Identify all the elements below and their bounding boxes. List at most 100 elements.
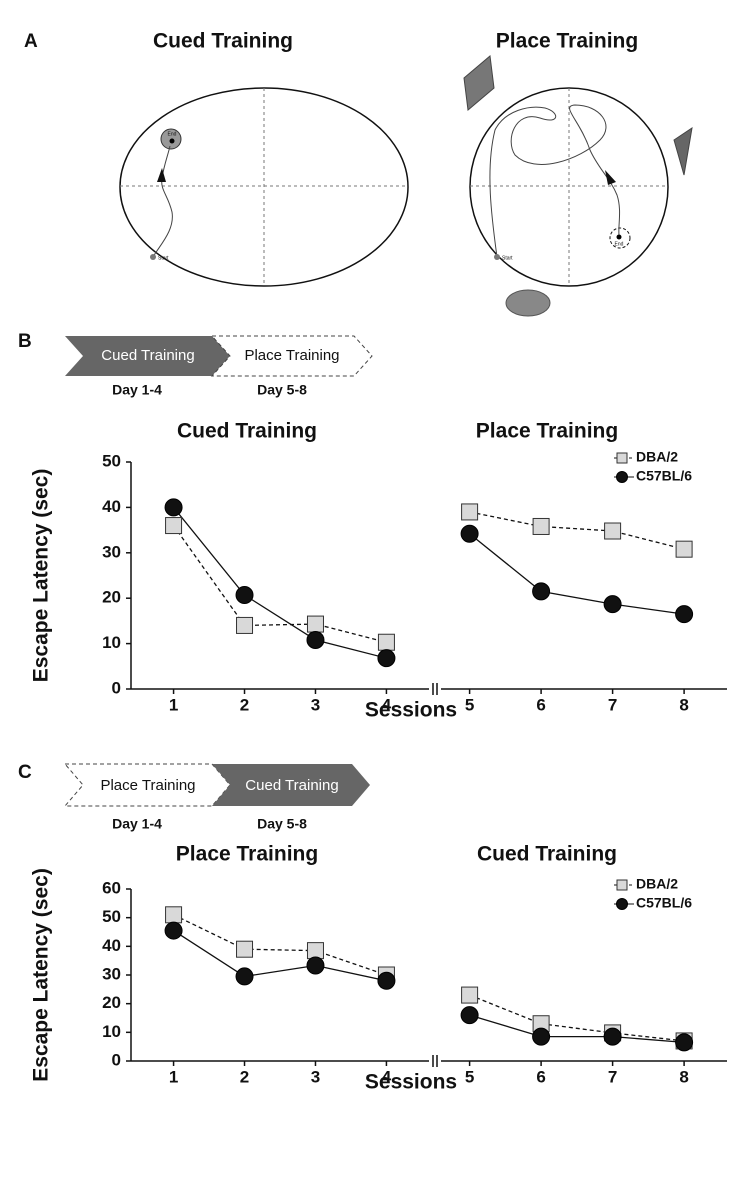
chart-title: Cued Training	[477, 843, 617, 866]
marker	[675, 605, 694, 624]
x-tick-label: 3	[311, 1067, 320, 1086]
end-label: End	[615, 241, 624, 247]
panel-label: B	[18, 331, 32, 352]
x-tick-label: 2	[240, 695, 249, 714]
legend-marker	[616, 471, 628, 483]
arrowhead	[605, 170, 616, 185]
end-label: End	[168, 131, 177, 137]
maze-title: Place Training	[496, 30, 638, 53]
chart-title: Place Training	[476, 420, 618, 443]
y-tick-label: 20	[102, 993, 121, 1012]
y-tick-label: 0	[112, 1050, 121, 1069]
start-label: Start	[158, 255, 169, 261]
marker	[377, 971, 396, 990]
series-line	[469, 533, 685, 615]
maze-title: Cued Training	[153, 30, 293, 53]
maze-cued: Cued Training End Start	[119, 30, 409, 287]
y-axis-label: Escape Latency (sec)	[30, 868, 53, 1082]
legend-label: DBA/2	[636, 449, 678, 465]
marker	[377, 649, 396, 668]
step-label: Cued Training	[101, 347, 194, 364]
swim-path	[152, 145, 173, 258]
series-line	[469, 511, 685, 550]
day-label: Day 5-8	[257, 382, 307, 398]
y-tick-label: 10	[102, 1022, 121, 1041]
marker	[235, 586, 254, 605]
y-tick-label: 0	[112, 678, 121, 697]
x-tick-label: 8	[679, 1067, 688, 1086]
marker	[165, 517, 183, 535]
marker	[306, 630, 325, 649]
x-axis-label: Sessions	[365, 1071, 457, 1094]
arrowhead	[157, 168, 166, 182]
x-tick-label: 1	[169, 695, 178, 714]
x-tick-label: 2	[240, 1067, 249, 1086]
series-line	[173, 525, 387, 643]
x-tick-label: 8	[679, 695, 688, 714]
x-tick-label: 4	[382, 695, 392, 714]
x-tick-label: 6	[536, 1067, 545, 1086]
x-tick-label: 3	[311, 695, 320, 714]
day-label: Day 1-4	[112, 816, 162, 832]
start-dot	[494, 254, 500, 260]
series-line	[173, 914, 387, 976]
marker	[306, 956, 325, 975]
y-tick-label: 20	[102, 588, 121, 607]
x-tick-label: 4	[382, 1067, 392, 1086]
marker	[377, 633, 395, 651]
legend-label: C57BL/6	[636, 895, 692, 911]
y-tick-label: 50	[102, 451, 121, 470]
marker	[675, 1033, 694, 1052]
step-label: Place Training	[100, 777, 195, 794]
x-tick-label: 5	[465, 695, 474, 714]
y-tick-label: 40	[102, 936, 121, 955]
protocol: Cued Training Place Training Day 1-4 Day…	[65, 335, 373, 398]
series-line	[469, 1014, 685, 1044]
x-tick-label: 6	[536, 695, 545, 714]
swim-path	[489, 104, 621, 258]
marker	[603, 595, 622, 614]
step-arrow	[210, 335, 373, 377]
marker	[306, 615, 324, 633]
maze-place: Place Training End Start	[463, 30, 693, 317]
marker	[165, 906, 183, 924]
marker	[604, 522, 622, 540]
y-tick-label: 30	[102, 542, 121, 561]
y-axis-label: Escape Latency (sec)	[30, 469, 53, 683]
series-line	[469, 994, 685, 1042]
marker	[306, 942, 324, 960]
hidden-platform	[609, 227, 631, 249]
end-dot	[169, 138, 175, 144]
day-label: Day 1-4	[112, 382, 162, 398]
x-tick-label: 7	[608, 695, 617, 714]
legend-marker	[616, 452, 628, 464]
x-axis-label: Sessions	[365, 699, 457, 722]
y-tick-label: 60	[102, 878, 121, 897]
step-arrow	[212, 764, 370, 806]
step-label: Cued Training	[245, 777, 338, 794]
marker	[532, 582, 551, 601]
x-tick-label: 5	[465, 1067, 474, 1086]
marker	[164, 921, 183, 940]
marker	[675, 540, 693, 558]
y-tick-label: 30	[102, 964, 121, 983]
x-tick-label: 1	[169, 1067, 178, 1086]
step-arrow	[65, 336, 230, 376]
series-line	[173, 930, 387, 982]
day-label: Day 5-8	[257, 816, 307, 832]
marker	[460, 524, 479, 543]
x-tick-label: 7	[608, 1067, 617, 1086]
marker	[164, 498, 183, 517]
start-dot	[150, 254, 156, 260]
chart-title: Place Training	[176, 843, 318, 866]
end-dot	[616, 234, 622, 240]
cue-oval	[505, 289, 551, 317]
chart-title: Cued Training	[177, 420, 317, 443]
legend-label: DBA/2	[636, 876, 678, 892]
marker	[236, 616, 254, 634]
panel-label: C	[18, 762, 32, 783]
marker	[235, 967, 254, 986]
panel-label: A	[24, 31, 38, 52]
